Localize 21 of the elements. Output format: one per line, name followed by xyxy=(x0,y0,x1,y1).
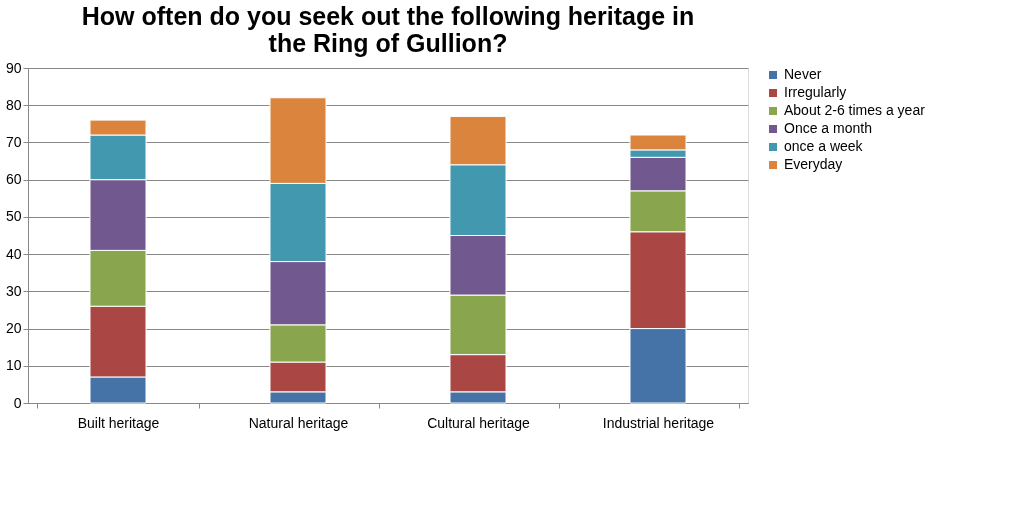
legend-label: Never xyxy=(784,66,822,82)
y-tick-label: 20 xyxy=(5,320,22,337)
y-tick-label: 50 xyxy=(5,208,22,225)
x-tick-label: Built heritage xyxy=(77,414,160,431)
x-tick-label: Natural heritage xyxy=(248,414,349,431)
y-tick-label: 30 xyxy=(5,282,22,299)
legend-label: Irregularly xyxy=(784,84,847,100)
legend-label: Everyday xyxy=(784,156,843,172)
y-tick-label: 40 xyxy=(5,245,22,262)
legend-label: About 2-6 times a year xyxy=(784,102,926,118)
y-tick-label: 80 xyxy=(5,96,22,113)
legend-label: once a week xyxy=(784,138,864,154)
y-tick-label: 60 xyxy=(5,171,22,188)
legend-label: Once a month xyxy=(784,120,872,136)
x-tick-label: Cultural heritage xyxy=(427,414,531,431)
y-tick-label: 90 xyxy=(5,59,22,76)
y-tick-label: 10 xyxy=(5,357,22,374)
y-tick-label: 70 xyxy=(5,133,22,150)
x-tick-label: Industrial heritage xyxy=(602,414,715,431)
chart-title: How often do you seek out the following heritage in the Ring of Gullion? xyxy=(81,2,695,57)
y-tick-label: 0 xyxy=(13,394,22,411)
